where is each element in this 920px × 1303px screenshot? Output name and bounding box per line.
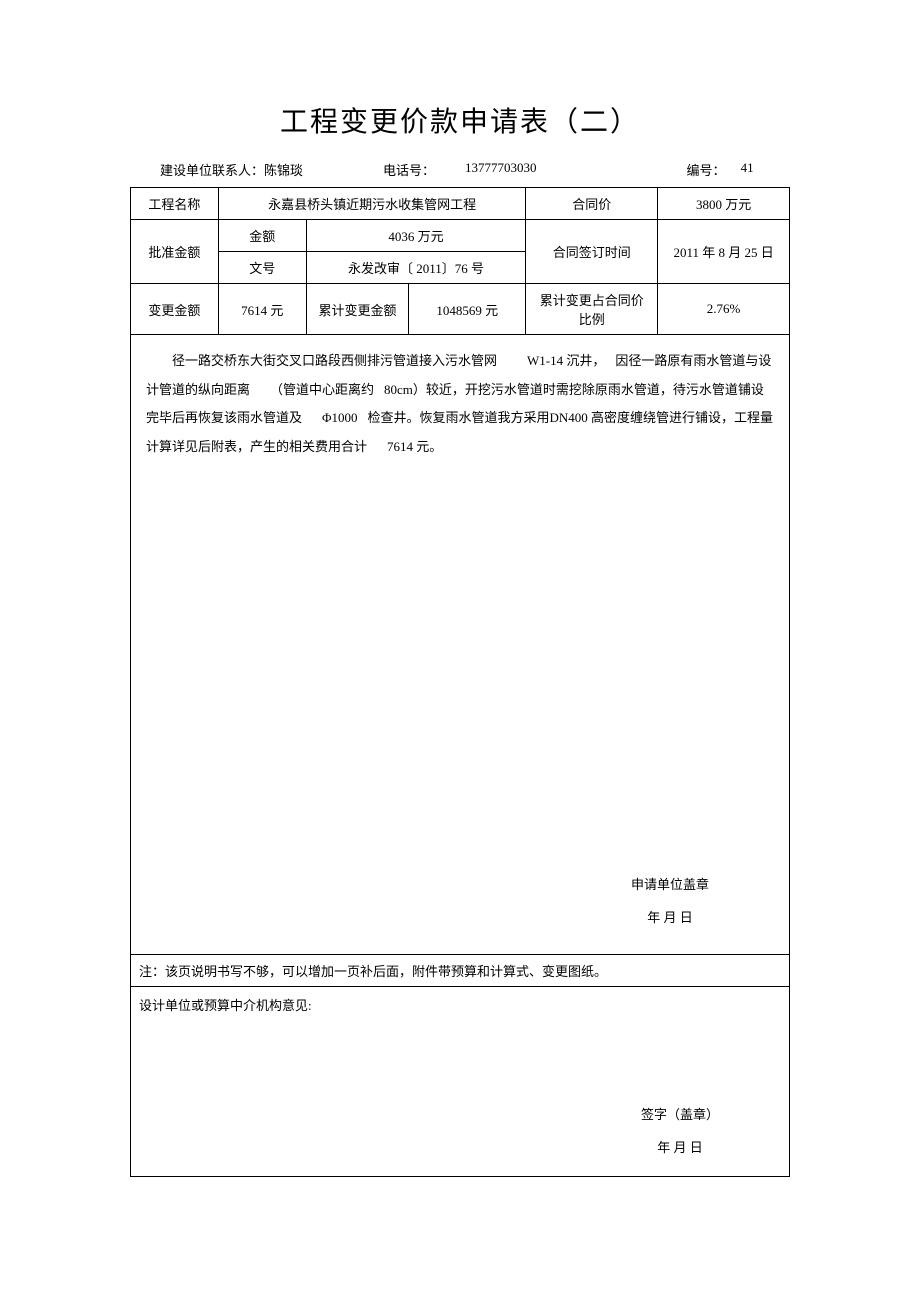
stamp-date: 年 月 日 xyxy=(631,902,709,935)
amount-value: 4036 万元 xyxy=(306,220,526,252)
approved-amount-label: 批准金额 xyxy=(131,220,219,284)
description-cell: 径一路交桥东大街交叉口路段西侧排污管道接入污水管网W1-14 沉井，因径一路原有… xyxy=(131,335,790,955)
contact-name: 陈锦琰 xyxy=(264,163,303,178)
note-cell: 注：该页说明书写不够，可以增加一页补后面，附件带预算和计算式、变更图纸。 xyxy=(131,955,790,987)
number-label: 编号： xyxy=(687,160,726,179)
desc-bold: 80 xyxy=(384,382,397,397)
cumulative-change-value: 1048569 元 xyxy=(409,284,526,335)
opinion-sign: 签字（盖章） xyxy=(641,1099,719,1132)
contact-info: 建设单位联系人：陈锦琰 xyxy=(160,160,303,179)
page-title: 工程变更价款申请表（二） xyxy=(130,100,790,140)
table-row: 工程名称 永嘉县桥头镇近期污水收集管网工程 合同价 3800 万元 xyxy=(131,188,790,220)
change-amount-value: 7614 元 xyxy=(218,284,306,335)
sign-date-label: 合同签订时间 xyxy=(526,220,658,284)
desc-part: 径一路交桥东大街交叉口路段西侧排污管道接入污水管网 xyxy=(172,353,497,368)
sign-date-value: 2011 年 8 月 25 日 xyxy=(658,220,790,284)
description-text: 径一路交桥东大街交叉口路段西侧排污管道接入污水管网W1-14 沉井，因径一路原有… xyxy=(146,347,774,461)
cumulative-change-label: 累计变更金额 xyxy=(306,284,409,335)
desc-bold: 7614 元。 xyxy=(387,439,442,454)
table-row: 批准金额 金额 4036 万元 合同签订时间 2011 年 8 月 25 日 xyxy=(131,220,790,252)
opinion-date: 年 月 日 xyxy=(641,1132,719,1165)
contact-label: 建设单位联系人： xyxy=(160,163,264,178)
contract-price-value: 3800 万元 xyxy=(658,188,790,220)
contract-price-label: 合同价 xyxy=(526,188,658,220)
phone-value: 13777703030 xyxy=(465,160,537,179)
project-name-label: 工程名称 xyxy=(131,188,219,220)
project-name-value: 永嘉县桥头镇近期污水收集管网工程 xyxy=(218,188,526,220)
cumulative-ratio-value: 2.76% xyxy=(658,284,790,335)
phone-label: 电话号： xyxy=(383,160,435,179)
application-table: 工程名称 永嘉县桥头镇近期污水收集管网工程 合同价 3800 万元 批准金额 金… xyxy=(130,187,790,1177)
desc-part: （管道中心距离约 xyxy=(270,382,374,397)
opinion-stamp: 签字（盖章） 年 月 日 xyxy=(641,1099,719,1164)
header-info: 建设单位联系人：陈锦琰 电话号： 13777703030 编号： 41 xyxy=(130,160,790,179)
change-amount-label: 变更金额 xyxy=(131,284,219,335)
table-row: 变更金额 7614 元 累计变更金额 1048569 元 累计变更占合同价比例 … xyxy=(131,284,790,335)
desc-bold: W1-14 沉井， xyxy=(527,353,605,368)
stamp-area: 申请单位盖章 年 月 日 xyxy=(631,869,709,934)
doc-num-value: 永发改审〔 2011〕76 号 xyxy=(306,252,526,284)
table-row: 设计单位或预算中介机构意见: 签字（盖章） 年 月 日 xyxy=(131,987,790,1177)
desc-bold: Φ1000 xyxy=(322,410,358,425)
table-row: 注：该页说明书写不够，可以增加一页补后面，附件带预算和计算式、变更图纸。 xyxy=(131,955,790,987)
doc-num-label: 文号 xyxy=(218,252,306,284)
opinion-title: 设计单位或预算中介机构意见: xyxy=(139,995,781,1014)
number-value: 41 xyxy=(741,160,754,179)
amount-label: 金额 xyxy=(218,220,306,252)
opinion-cell: 设计单位或预算中介机构意见: 签字（盖章） 年 月 日 xyxy=(131,987,790,1177)
cumulative-ratio-label: 累计变更占合同价比例 xyxy=(526,284,658,335)
table-row: 径一路交桥东大街交叉口路段西侧排污管道接入污水管网W1-14 沉井，因径一路原有… xyxy=(131,335,790,955)
apply-unit-stamp: 申请单位盖章 xyxy=(631,869,709,902)
